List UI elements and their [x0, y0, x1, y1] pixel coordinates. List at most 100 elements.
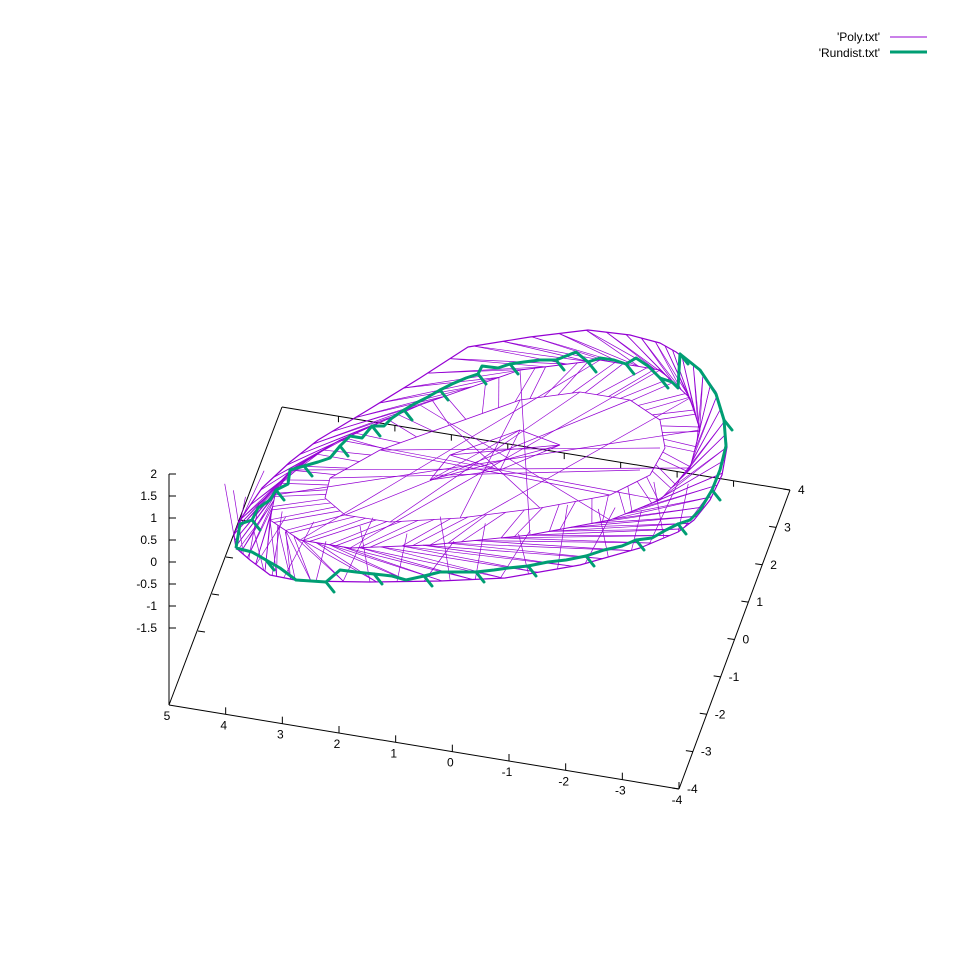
- mesh-edge: [237, 509, 269, 550]
- z-tick-label: 2: [150, 467, 157, 481]
- y-tick-mark: [671, 787, 680, 790]
- girdle-segment: [438, 388, 450, 402]
- mesh-edge: [651, 459, 725, 504]
- girdle-segment: [264, 558, 276, 572]
- mesh-edge: [379, 449, 611, 496]
- mesh-edge: [309, 519, 377, 542]
- left-axis-back: [168, 406, 283, 706]
- mesh-edge: [299, 414, 399, 455]
- girdle-segment: [476, 372, 488, 386]
- mesh-edge: [557, 361, 589, 396]
- mesh-edge: [659, 413, 696, 420]
- mesh-edge: [502, 341, 589, 362]
- mesh-edge: [447, 514, 488, 544]
- x-tick-label: 3: [277, 728, 284, 742]
- mesh-edge: [596, 367, 648, 395]
- mesh-edge: [570, 523, 690, 528]
- mesh-edge: [271, 502, 331, 511]
- mesh-edge: [519, 369, 531, 536]
- y-tick-label: -4: [687, 782, 698, 796]
- girdle-segment: [624, 362, 636, 376]
- girdle-segment: [250, 518, 262, 532]
- mesh-edge: [277, 525, 291, 580]
- mesh-edge: [429, 429, 521, 481]
- mesh-edge: [606, 331, 666, 376]
- y-tick-label: 4: [798, 483, 805, 497]
- mesh-edge: [557, 504, 568, 569]
- mesh-edge: [412, 516, 469, 546]
- mesh-edge: [276, 489, 328, 494]
- mesh-edge: [678, 421, 725, 480]
- mesh-edge: [662, 446, 728, 498]
- mesh-edge: [693, 384, 711, 452]
- x-tick-label: 4: [220, 718, 227, 732]
- mesh-edge: [655, 464, 676, 485]
- mesh-edge: [253, 530, 265, 571]
- mesh-edge: [474, 523, 486, 580]
- x-tick-label: -2: [558, 774, 569, 788]
- mesh-edge: [315, 541, 327, 582]
- mesh-edge: [342, 546, 473, 580]
- series-rundist: [234, 350, 734, 594]
- mesh-edge: [316, 453, 360, 462]
- mesh-edge: [447, 542, 631, 552]
- x-axis-front: [168, 704, 680, 790]
- mesh-edge: [283, 521, 315, 578]
- y-tick-mark: [685, 750, 693, 753]
- mesh-edge: [500, 530, 531, 579]
- y-tick-mark: [713, 675, 721, 678]
- mesh-edge: [570, 515, 698, 528]
- mesh-edge: [672, 349, 696, 415]
- mesh-edge: [447, 542, 603, 559]
- mesh-edge: [663, 438, 696, 447]
- mesh-edge: [379, 386, 473, 404]
- mesh-edge: [289, 469, 336, 476]
- x-tick-label: 2: [334, 737, 341, 751]
- girdle-segment: [526, 564, 538, 578]
- y-tick-label: -3: [701, 745, 712, 759]
- y-tick-mark: [741, 600, 749, 603]
- y-tick-mark: [755, 563, 763, 566]
- y-tick-label: 2: [770, 558, 777, 572]
- mesh-edge: [315, 542, 377, 583]
- y-tick-mark: [769, 525, 777, 528]
- mesh-edge: [625, 484, 718, 515]
- mesh-edge: [239, 465, 297, 521]
- mesh-edge: [549, 523, 690, 532]
- mesh-edge: [349, 369, 661, 549]
- mesh-edge: [397, 414, 434, 432]
- mesh-edge: [640, 337, 682, 391]
- legend-label-poly: 'Poly.txt': [837, 30, 880, 44]
- mesh-edge: [273, 510, 341, 523]
- mesh-edge: [636, 481, 653, 504]
- mesh-edge: [289, 467, 691, 471]
- mesh-edge: [686, 408, 722, 472]
- girdle-line: [234, 350, 728, 584]
- mesh-edge: [670, 434, 726, 489]
- mesh-edge: [591, 515, 698, 524]
- mesh-edge: [549, 504, 560, 532]
- mesh-edge: [559, 501, 576, 530]
- mesh-edge: [302, 540, 344, 582]
- mesh-edge: [611, 496, 712, 520]
- girdle-segment: [422, 574, 434, 588]
- mesh-edge: [584, 363, 624, 394]
- mesh-edge: [302, 540, 377, 583]
- mesh-edge: [289, 516, 356, 534]
- mesh-edge: [608, 368, 656, 397]
- mesh-edge: [427, 366, 546, 374]
- mesh-edge: [648, 479, 680, 545]
- mesh-edge: [519, 429, 561, 446]
- x-tick-label: 5: [164, 709, 171, 723]
- mesh-edge: [449, 358, 567, 365]
- z-tick-label: -1.5: [136, 621, 157, 635]
- mesh-edge: [499, 429, 521, 471]
- mesh-edge: [501, 535, 670, 539]
- mesh-edge: [500, 509, 525, 539]
- mesh-edge: [250, 449, 324, 506]
- mesh-edge: [396, 533, 408, 582]
- z-tick-label: -1: [146, 599, 157, 613]
- mesh-edge: [233, 490, 244, 555]
- y-tick-label: 3: [784, 520, 791, 534]
